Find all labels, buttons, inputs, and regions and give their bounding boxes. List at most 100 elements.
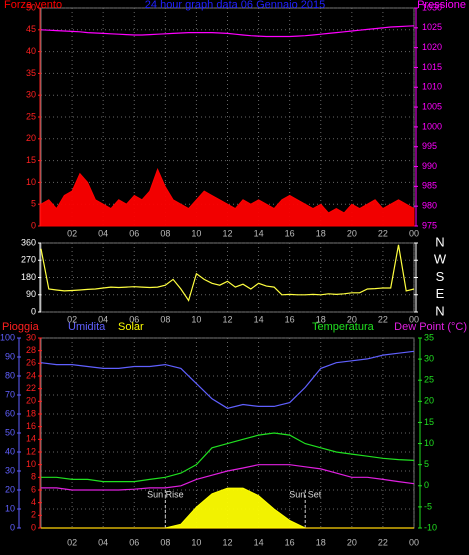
series-line	[40, 25, 415, 38]
x-tick-label: 12	[222, 228, 232, 238]
y-tick-label: -10	[424, 522, 437, 532]
series-line	[41, 432, 415, 483]
y-tick-label: N	[435, 234, 444, 249]
y-tick-label: 980	[422, 201, 437, 211]
chart-title: 24 hour graph data 06 Gennaio 2015	[145, 0, 325, 11]
y-tick-label: 10	[26, 177, 36, 187]
x-tick-label: 10	[191, 537, 201, 547]
x-tick-label: 04	[98, 537, 108, 547]
y-tick-label: 80	[5, 370, 15, 380]
y-tick-label: 15	[26, 155, 36, 165]
x-tick-label: 14	[254, 537, 264, 547]
y-tick-label: 5	[31, 199, 36, 209]
y-tick-label: 0	[31, 522, 36, 532]
series-area	[40, 167, 415, 227]
y-tick-label: S	[436, 269, 445, 284]
y-tick-label: 1000	[422, 121, 442, 131]
legend-entry: Pioggia	[2, 321, 40, 333]
y-tick-label: 90	[26, 289, 36, 299]
y-tick-label: 6	[31, 484, 36, 494]
y-tick-label: 20	[26, 133, 36, 143]
y-tick-label: 22	[26, 383, 36, 393]
y-tick-label: 270	[21, 255, 36, 265]
y-tick-label: 1010	[422, 82, 442, 92]
annotation: Sun Set	[289, 489, 322, 499]
y-tick-label: 26	[26, 358, 36, 368]
y-tick-label: N	[435, 303, 444, 318]
x-tick-label: 08	[160, 314, 170, 324]
y-tick-label: W	[434, 252, 447, 267]
legend-entry: Solar	[118, 321, 144, 333]
y-tick-label: 60	[5, 408, 15, 418]
x-tick-label: 02	[67, 537, 77, 547]
y-tick-label: 1025	[422, 22, 442, 32]
y-tick-label: 10	[26, 459, 36, 469]
y-tick-label: 30	[26, 332, 36, 342]
x-tick-label: 04	[98, 314, 108, 324]
x-tick-label: 16	[285, 228, 295, 238]
y-tick-label: 180	[21, 272, 36, 282]
y-tick-label: 50	[5, 427, 15, 437]
x-tick-label: 22	[378, 537, 388, 547]
x-tick-label: 18	[316, 314, 326, 324]
y-tick-label: 24	[26, 370, 36, 380]
y-tick-label: 100	[0, 332, 15, 342]
x-tick-label: 00	[409, 537, 419, 547]
y-tick-label: 10	[5, 503, 15, 513]
y-tick-label: 28	[26, 345, 36, 355]
x-tick-label: 16	[285, 537, 295, 547]
y-tick-label: 975	[422, 220, 437, 230]
annotation: Sun Rise	[147, 489, 184, 499]
series-line	[40, 350, 415, 409]
y-tick-label: 1015	[422, 62, 442, 72]
y-tick-label: E	[436, 286, 445, 301]
y-tick-label: 995	[422, 141, 437, 151]
y-tick-label: 30	[5, 465, 15, 475]
y-tick-label: 360	[21, 237, 36, 247]
series-line	[41, 464, 415, 491]
y-tick-label: 40	[26, 46, 36, 56]
y-tick-label: 25	[424, 375, 434, 385]
x-tick-label: 22	[378, 228, 388, 238]
y-tick-label: 20	[5, 484, 15, 494]
y-tick-label: 0	[31, 306, 36, 316]
x-tick-label: 10	[191, 228, 201, 238]
x-tick-label: 10	[191, 314, 201, 324]
y-tick-label: 50	[26, 2, 36, 12]
y-tick-label: -5	[424, 501, 432, 511]
x-tick-label: 00	[409, 314, 419, 324]
y-tick-label: 5	[424, 459, 429, 469]
y-tick-label: 1020	[422, 42, 442, 52]
y-tick-label: 20	[26, 396, 36, 406]
y-tick-label: 30	[424, 353, 434, 363]
x-tick-label: 20	[347, 228, 357, 238]
x-tick-label: 08	[160, 228, 170, 238]
y-tick-label: 35	[26, 68, 36, 78]
series-line	[40, 244, 415, 302]
y-tick-label: 40	[5, 446, 15, 456]
x-tick-label: 04	[98, 228, 108, 238]
x-tick-label: 02	[67, 314, 77, 324]
y-tick-label: 14	[26, 434, 36, 444]
y-tick-label: 18	[26, 408, 36, 418]
x-tick-label: 00	[409, 228, 419, 238]
x-tick-label: 14	[254, 314, 264, 324]
y-tick-label: 12	[26, 446, 36, 456]
legend-entry: Dew Point (°C)	[394, 321, 467, 333]
y-tick-label: 25	[26, 111, 36, 121]
x-tick-label: 06	[129, 314, 139, 324]
y-tick-label: 0	[31, 220, 36, 230]
y-tick-label: 985	[422, 181, 437, 191]
x-tick-label: 06	[129, 228, 139, 238]
legend-entry: Temperatura	[312, 321, 375, 333]
x-tick-label: 06	[129, 537, 139, 547]
legend-entry: Umidita	[68, 321, 106, 333]
y-tick-label: 70	[5, 389, 15, 399]
x-tick-label: 14	[254, 228, 264, 238]
y-tick-label: 0	[10, 522, 15, 532]
y-tick-label: 8	[31, 472, 36, 482]
y-tick-label: 990	[422, 161, 437, 171]
x-tick-label: 18	[316, 537, 326, 547]
y-tick-label: 1005	[422, 101, 442, 111]
